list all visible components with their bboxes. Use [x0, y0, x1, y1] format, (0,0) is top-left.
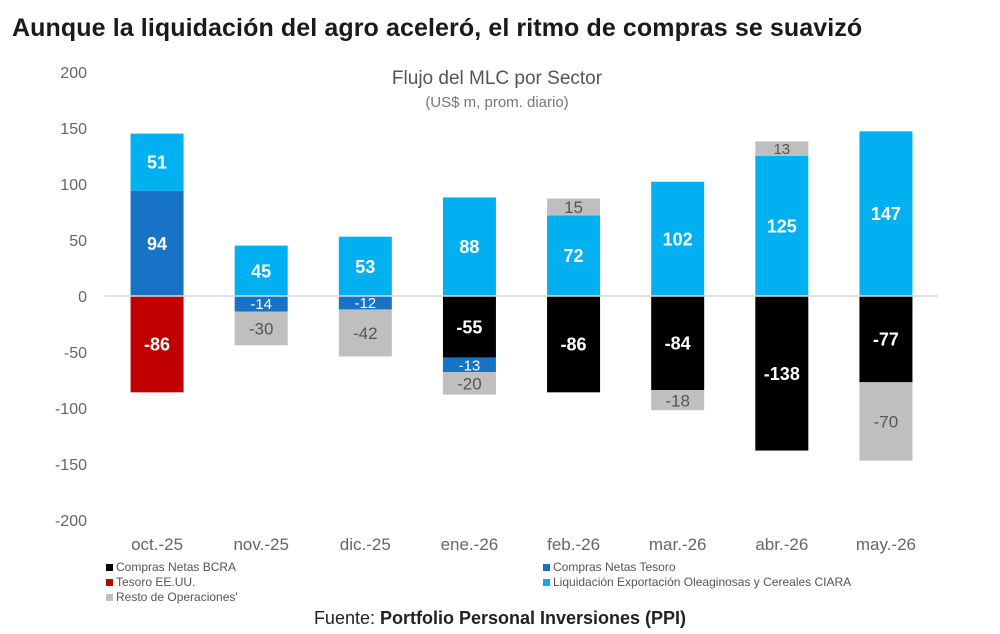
data-labels-group: 94 51 -86 45 -14 -30 53 -12 -42 88 -55 -13-20 72 15 -8… [144, 141, 901, 431]
source-name: Portfolio Personal Inversiones (PPI) [379, 608, 687, 628]
data-label: 102 [663, 229, 693, 249]
legend-swatch [106, 578, 113, 586]
data-label: 13 [773, 141, 790, 158]
bar-segment-resto [651, 390, 705, 411]
bar-segment-liquidacion-ciara [755, 156, 809, 296]
bar-segment-resto [442, 372, 496, 395]
source-prefix: Fuente: [313, 608, 380, 628]
bar-segment-compras-tesoro [338, 296, 392, 310]
legend-item-compras-bcra: Compras Netas BCRA [106, 560, 236, 574]
bars-group [130, 131, 913, 461]
bar-segment-liquidacion-ciara [651, 181, 705, 296]
data-label: -18 [665, 391, 690, 410]
legend-swatch [106, 593, 113, 601]
y-tick-label: 0 [78, 289, 87, 306]
data-label: -55 [456, 317, 482, 337]
data-label: -14 [250, 296, 272, 313]
bar-segment-compras-bcra [859, 296, 913, 383]
x-tick-label: may.-26 [856, 535, 916, 554]
bar-segment-liquidacion-ciara [442, 197, 496, 296]
bar-segment-compras-bcra [755, 296, 809, 451]
legend-item-compras-tesoro: Compras Netas Tesoro [543, 560, 676, 574]
x-tick-label: abr.-26 [755, 535, 808, 554]
data-label: -20 [457, 374, 482, 393]
x-axis: oct.-25 nov.-25 dic.-25 ene.-26 feb.-26 mar.-… [131, 535, 916, 554]
page-title: Aunque la liquidación del agro aceleró, … [12, 14, 863, 42]
y-tick-label: 150 [60, 121, 87, 138]
bar-segment-liquidacion-ciara [234, 245, 288, 296]
flujo-mlc-chart: Flujo del MLC por Sector (US$ m, prom. d… [55, 65, 938, 554]
data-label: -84 [665, 334, 691, 354]
legend-item-resto: Resto de Operaciones' [106, 590, 238, 604]
data-label: -42 [353, 324, 378, 343]
legend-label: Tesoro EE.UU. [116, 575, 196, 589]
source-note: Fuente: Portfolio Personal Inversiones (… [0, 608, 1000, 629]
data-label: 125 [767, 216, 797, 236]
bar-segment-liquidacion-ciara [547, 215, 601, 296]
legend-item-tesoro-eeuu: Tesoro EE.UU. [106, 575, 195, 589]
bar-segment-resto [547, 198, 601, 216]
data-label: -86 [144, 335, 170, 355]
bar-segment-compras-bcra [547, 296, 601, 393]
y-tick-label: 100 [60, 177, 87, 194]
bar-segment-compras-bcra [442, 296, 496, 358]
legend-label: Resto de Operaciones' [116, 590, 238, 604]
data-label: 72 [564, 246, 584, 266]
bar-segment-resto [859, 382, 913, 461]
legend-label: Compras Netas BCRA [116, 560, 237, 574]
data-label: 88 [459, 237, 479, 257]
data-label: -77 [873, 330, 899, 350]
x-tick-label: mar.-26 [649, 535, 707, 554]
data-label: -30 [249, 320, 274, 339]
x-tick-label: ene.-26 [441, 535, 499, 554]
bar-segment-compras-bcra [651, 296, 705, 391]
data-label: -70 [874, 413, 899, 432]
bar-segment-compras-tesoro [234, 296, 288, 312]
data-label: -138 [764, 364, 800, 384]
y-tick-label: -50 [64, 345, 87, 362]
data-label: 45 [251, 261, 271, 281]
bar-segment-resto [755, 141, 809, 156]
y-axis: -200 -150 -100 -50 0 50 100 150 200 [55, 65, 87, 530]
bar-segment-compras-tesoro [130, 190, 184, 296]
legend-label: Liquidación Exportación Oleaginosas y Ce… [553, 575, 852, 589]
data-label: -12 [354, 295, 376, 312]
legend-swatch [543, 563, 550, 571]
chart-title: Flujo del MLC por Sector [392, 68, 603, 89]
chart-subtitle: (US$ m, prom. diario) [425, 94, 568, 111]
bar-segment-liquidacion-ciara [338, 236, 392, 296]
bar-segment-compras-tesoro [442, 357, 496, 373]
bar-segment-liquidacion-ciara [859, 131, 913, 296]
legend: Compras Netas BCRA Compras Netas Tesoro … [0, 560, 1000, 604]
x-tick-label: dic.-25 [340, 535, 391, 554]
legend-item-liquidacion-ciara: Liquidación Exportación Oleaginosas y Ce… [543, 575, 851, 589]
data-label: 147 [871, 204, 901, 224]
legend-label: Compras Netas Tesoro [553, 560, 676, 574]
y-tick-label: -150 [55, 457, 87, 474]
x-tick-label: feb.-26 [547, 535, 600, 554]
data-label: 51 [147, 153, 167, 173]
bar-segment-resto [234, 311, 288, 346]
bar-segment-tesoro-eeuu [130, 296, 184, 393]
data-label: -86 [561, 335, 587, 355]
legend-swatch [106, 563, 113, 571]
y-tick-label: -100 [55, 401, 87, 418]
data-label: 15 [564, 198, 583, 217]
bar-segment-resto [338, 309, 392, 357]
bar-segment-liquidacion-ciara [130, 133, 184, 191]
y-tick-label: -200 [55, 513, 87, 530]
y-tick-label: 200 [60, 65, 87, 82]
data-label: 94 [147, 234, 167, 254]
y-tick-label: 50 [69, 233, 87, 250]
x-tick-label: nov.-25 [233, 535, 288, 554]
data-label: -13 [459, 357, 481, 374]
data-label: 53 [355, 257, 375, 277]
legend-swatch [543, 578, 550, 586]
x-tick-label: oct.-25 [131, 535, 183, 554]
